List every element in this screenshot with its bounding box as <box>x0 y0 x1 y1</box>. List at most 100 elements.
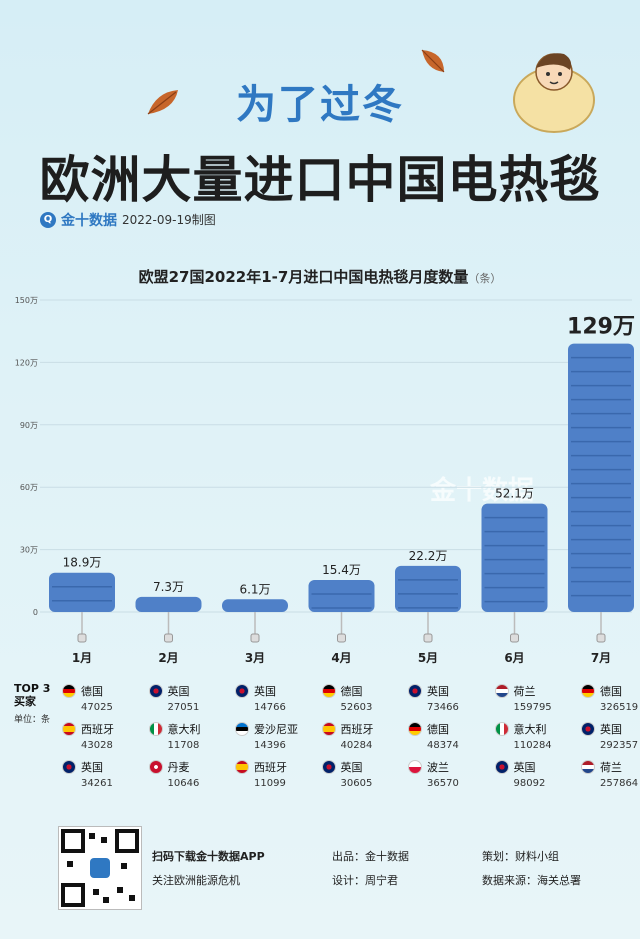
x-tick-label: 6月 <box>504 651 524 665</box>
y-tick-label: 150万 <box>15 296 38 305</box>
flag-it-icon <box>148 722 163 736</box>
brand: Q 金十数据 <box>40 210 117 230</box>
buyer-value: 257864 <box>600 778 639 789</box>
buyer-item: 德国 47025 <box>62 683 136 713</box>
flag-nl-icon <box>494 684 509 698</box>
buyer-value: 326519 <box>600 702 639 713</box>
x-tick-label: 4月 <box>331 651 351 665</box>
flag-es-icon <box>62 722 76 736</box>
data-label: 15.4万 <box>322 563 361 577</box>
buyer-country: 德国 <box>427 723 449 736</box>
source-text: 数据来源：海关总署 <box>482 874 581 887</box>
buyer-value: 11099 <box>254 778 286 789</box>
buyer-value: 40284 <box>340 740 373 751</box>
flag-gb-icon <box>408 684 422 698</box>
buyer-country: 英国 <box>427 685 449 698</box>
buyer-item: 英国 27051 <box>148 683 223 713</box>
buyer-value: 292357 <box>600 740 639 751</box>
y-tick-label: 60万 <box>20 483 38 492</box>
bar <box>222 599 288 612</box>
buyer-item: 英国 30605 <box>321 759 396 789</box>
plug-icon <box>510 633 519 643</box>
buyer-country: 意大利 <box>513 723 547 736</box>
download-app-text: 扫码下载金十数据APP <box>152 850 265 863</box>
buyer-country: 德国 <box>340 685 363 698</box>
buyer-country: 英国 <box>167 685 190 698</box>
brand-name: 金十数据 <box>61 213 117 229</box>
bar <box>49 572 115 612</box>
bar-chart: 0 30万 60万 90万 120万 150万 18.9万 1月 7.3万 2月 6.1万 3月 15.… <box>15 296 635 665</box>
x-tick-label: 2月 <box>158 651 178 665</box>
buyer-item: 德国 326519 <box>581 683 640 713</box>
buyer-item: 意大利 110284 <box>494 721 569 751</box>
buyer-value: 47025 <box>81 702 113 713</box>
buyer-country: 德国 <box>81 685 103 698</box>
buyer-value: 98092 <box>513 778 546 789</box>
buyer-value: 43028 <box>81 740 113 751</box>
x-tick-label: 5月 <box>418 651 438 665</box>
buyer-value: 34261 <box>81 778 113 789</box>
buyer-item: 德国 52603 <box>321 683 396 713</box>
bar <box>395 565 461 612</box>
buyer-country: 西班牙 <box>81 723 114 736</box>
page-subtitle: 为了过冬 <box>236 82 404 128</box>
plug-icon <box>250 633 260 643</box>
buyer-country: 波兰 <box>427 761 449 774</box>
chart-title-unit: （条） <box>468 272 502 285</box>
y-tick-label: 90万 <box>20 421 38 430</box>
plug-icon <box>77 633 87 643</box>
buyer-value: 11708 <box>167 740 200 751</box>
data-label: 22.2万 <box>409 549 448 563</box>
buyer-value: 14766 <box>254 702 286 713</box>
buyer-country: 荷兰 <box>600 761 622 774</box>
buyer-value: 52603 <box>340 702 373 713</box>
buyer-value: 10646 <box>167 778 200 789</box>
buyer-country: 西班牙 <box>340 723 374 736</box>
buyer-country: 丹麦 <box>167 761 190 774</box>
buyer-item: 英国 73466 <box>408 683 482 713</box>
x-tick-label: 1月 <box>72 651 92 665</box>
data-label: 7.3万 <box>153 580 184 594</box>
top3-label: TOP 3 买家 <box>14 682 51 708</box>
buyer-item: 波兰 36570 <box>408 759 482 789</box>
buyer-country: 英国 <box>513 761 536 774</box>
plug-icon <box>337 633 346 643</box>
chart-title: 欧盟27国2022年1-7月进口中国电热毯月度数量（条） <box>0 266 640 287</box>
buyer-item: 荷兰 159795 <box>494 683 569 713</box>
data-label: 52.1万 <box>495 487 534 501</box>
buyer-value: 30605 <box>340 778 373 789</box>
flag-it-icon <box>494 722 509 736</box>
flag-ee-icon <box>235 722 249 736</box>
bar <box>481 503 548 612</box>
buyer-item: 德国 48374 <box>408 721 482 751</box>
plug-icon <box>423 633 433 643</box>
buyer-value: 73466 <box>427 702 459 713</box>
planner-text: 策划：财料小组 <box>482 850 559 863</box>
page-title: 欧洲大量进口中国电热毯 <box>39 151 601 209</box>
leaf-icon <box>147 90 178 115</box>
leaf-icon <box>421 49 445 73</box>
flag-es-icon <box>235 760 249 774</box>
flag-gb-icon <box>62 760 76 774</box>
flag-gb-icon <box>235 684 249 698</box>
x-tick-label: 3月 <box>245 651 265 665</box>
buyer-item: 荷兰 257864 <box>581 759 640 789</box>
buyer-country: 意大利 <box>167 723 201 736</box>
flag-pl-icon <box>408 760 422 774</box>
buyer-item: 英国 14766 <box>235 683 309 713</box>
bar <box>568 343 634 612</box>
plug-icon <box>164 633 173 643</box>
qr-code[interactable] <box>58 826 142 910</box>
buyer-value: 110284 <box>513 740 552 751</box>
flag-gb-icon <box>494 760 509 774</box>
bar <box>308 579 375 612</box>
buyer-value: 14396 <box>254 740 286 751</box>
follow-text: 关注欧洲能源危机 <box>152 874 240 887</box>
buyer-country: 英国 <box>254 685 276 698</box>
flag-de-icon <box>581 684 595 698</box>
chart-title-text: 欧盟27国2022年1-7月进口中国电热毯月度数量 <box>138 268 469 286</box>
buyer-item: 西班牙 11099 <box>235 759 309 789</box>
flag-de-icon <box>408 722 422 736</box>
designer-text: 设计：周宁君 <box>332 874 398 887</box>
buyer-country: 英国 <box>340 761 363 774</box>
